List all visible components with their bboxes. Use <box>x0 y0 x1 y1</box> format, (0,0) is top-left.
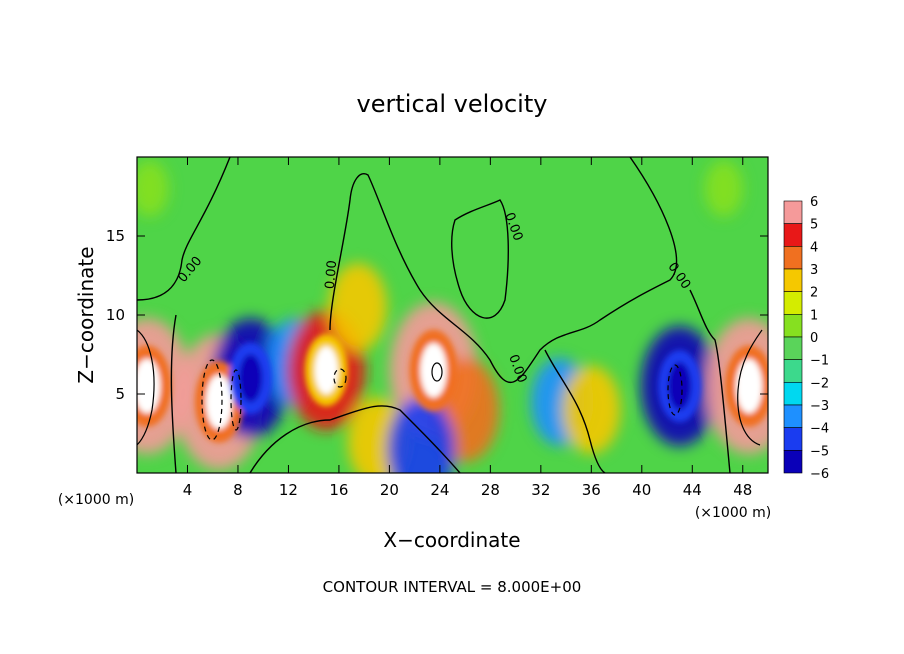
colorbar-tick-label: 5 <box>810 218 818 233</box>
colorbar-swatch <box>783 246 803 270</box>
x-tick-label: 44 <box>683 481 702 499</box>
inner-contour-center <box>431 362 443 382</box>
dashed-contour-4 <box>333 368 347 388</box>
y-axis-label: Z−coordinate <box>74 246 98 383</box>
x-tick-label: 12 <box>279 481 298 499</box>
heatmap-feature-peak <box>137 358 161 414</box>
colorbar-swatch <box>783 359 803 383</box>
x-tick-label: 16 <box>329 481 348 499</box>
heatmap-feature-peak <box>735 358 763 414</box>
contour-left-lower <box>170 314 177 473</box>
dashed-contour-2 <box>230 369 242 431</box>
heatmap-feature-peak <box>238 354 263 403</box>
colorbar-tick-label: 1 <box>810 308 818 323</box>
x-unit-right: (×1000 m) <box>695 505 771 521</box>
heatmap-feature-peak <box>205 374 233 430</box>
x-tick-label: 36 <box>582 481 601 499</box>
colorbar-swatch <box>783 336 803 360</box>
colorbar-swatch <box>783 223 803 247</box>
x-axis-label: X−coordinate <box>383 528 520 552</box>
colorbar-swatch <box>783 450 803 474</box>
heatmap-feature-peak <box>420 343 447 398</box>
contour-label: 0.00 <box>323 260 340 290</box>
heatmap-field <box>137 157 768 473</box>
y-axis: 5 10 15 <box>106 227 768 403</box>
contour-right <box>689 289 731 473</box>
contour-mid <box>329 157 678 383</box>
colorbar-tick-label: 6 <box>810 195 818 210</box>
zero-contours <box>137 157 731 473</box>
contour-interval-note: CONTOUR INTERVAL = 8.000E+00 <box>323 578 582 596</box>
inner-contour-left <box>137 329 155 446</box>
colorbar: 6 5 4 3 2 1 0 −1 −2 −3 −4 −5 −6 <box>783 195 829 482</box>
colorbar-tick-label: −3 <box>810 399 829 414</box>
x-tick-label: 8 <box>233 481 243 499</box>
inner-contour-right <box>737 329 763 446</box>
heatmap-feature <box>386 397 455 473</box>
x-tick-label: 24 <box>430 481 449 499</box>
colorbar-tick-label: −2 <box>810 376 829 391</box>
colorbar-swatch <box>783 404 803 428</box>
colorbar-swatch <box>783 291 803 315</box>
x-axis: 4 8 12 16 20 24 28 32 36 40 44 48 <box>183 157 752 499</box>
heatmap-feature <box>704 160 743 217</box>
y-tick-label: 5 <box>115 385 125 403</box>
colorbar-tick-label: −4 <box>810 422 829 437</box>
dashed-contours <box>201 359 683 441</box>
colorbar-tick-label: 4 <box>810 240 818 255</box>
solid-inner-contours <box>137 329 763 446</box>
x-tick-label: 40 <box>632 481 651 499</box>
heatmap-feature-peak <box>667 362 692 411</box>
chart-title: vertical velocity <box>357 90 548 118</box>
colorbar-swatch <box>783 268 803 292</box>
x-tick-label: 32 <box>531 481 550 499</box>
x-tick-label: 28 <box>481 481 500 499</box>
x-unit-left: (×1000 m) <box>58 492 134 508</box>
heatmap-feature-peak <box>314 346 338 395</box>
dashed-contour-3 <box>667 364 683 416</box>
colorbar-tick-label: −1 <box>810 354 829 369</box>
heatmap-feature <box>137 160 169 217</box>
contour-left <box>137 157 231 301</box>
x-tick-label: 4 <box>183 481 193 499</box>
colorbar-tick-label: −6 <box>810 467 829 482</box>
y-tick-label: 10 <box>106 306 125 324</box>
colorbar-swatch <box>783 200 803 224</box>
dashed-contour-1 <box>201 359 223 441</box>
x-tick-label: 20 <box>380 481 399 499</box>
colorbar-tick-label: 2 <box>810 286 818 301</box>
colorbar-swatch <box>783 314 803 338</box>
heatmap-feature <box>562 365 621 454</box>
colorbar-tick-label: −5 <box>810 444 829 459</box>
colorbar-tick-label: 0 <box>810 331 818 346</box>
colorbar-swatch <box>783 427 803 451</box>
colorbar-swatch <box>783 382 803 406</box>
heatmap-feature <box>328 263 387 352</box>
contour-bottom <box>249 405 461 473</box>
y-tick-label: 15 <box>106 227 125 245</box>
contour-center-right <box>544 349 606 473</box>
colorbar-tick-label: 3 <box>810 263 818 278</box>
x-tick-label: 48 <box>733 481 752 499</box>
contour-blob <box>451 199 509 319</box>
